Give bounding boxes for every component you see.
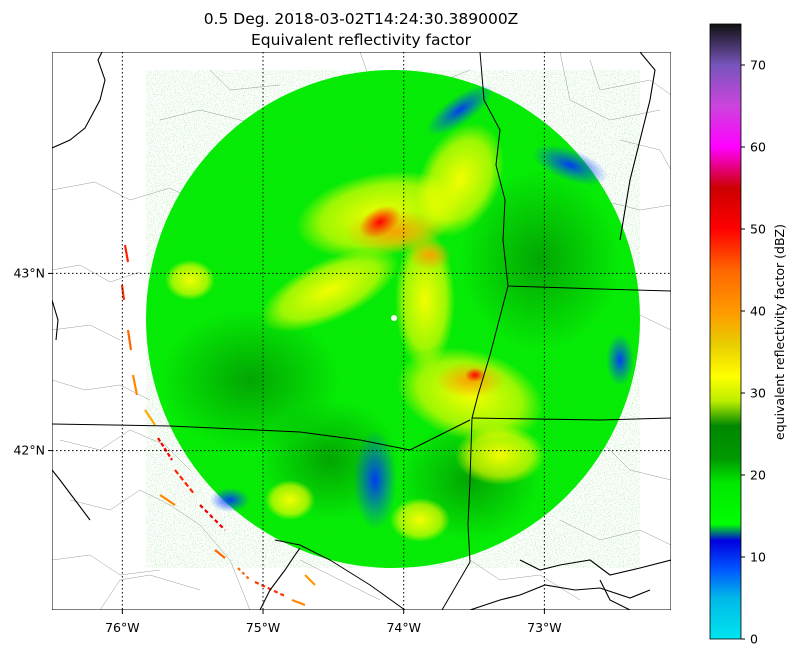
y-axis-ticks: 42°N 43°N [13, 265, 52, 458]
colorbar-tick-label: 70 [750, 58, 766, 73]
colorbar-tick-label: 40 [750, 304, 766, 319]
colorbar-gradient [709, 23, 742, 640]
y-tick-label: 43°N [13, 265, 45, 280]
colorbar-label: equivalent reflectivity factor (dBZ) [772, 224, 787, 440]
colorbar-tick-label: 30 [750, 386, 766, 401]
colorbar: 0 10 20 30 40 50 60 70 equivalent reflectivity … [709, 23, 787, 647]
state-borders [52, 52, 671, 610]
chart-title: 0.5 Deg. 2018-03-02T14:24:30.389000Z [204, 10, 519, 28]
graticule [52, 52, 671, 610]
clutter-streaks [120, 244, 316, 607]
y-tick-label: 42°N [13, 443, 45, 458]
map-axes [52, 52, 671, 610]
coastlines [52, 52, 671, 610]
colorbar-tick-label: 20 [750, 468, 766, 483]
x-axis-ticks: 76°W 75°W 74°W 73°W [105, 610, 562, 635]
x-tick-label: 73°W [527, 620, 562, 635]
x-tick-label: 76°W [105, 620, 140, 635]
colorbar-tick-label: 50 [750, 222, 766, 237]
radar-sweep [146, 70, 640, 568]
colorbar-ticks: 0 10 20 30 40 50 60 70 [741, 58, 766, 647]
colorbar-tick-label: 10 [750, 550, 766, 565]
x-tick-label: 75°W [246, 620, 281, 635]
colorbar-tick-label: 0 [750, 632, 758, 647]
chart-subtitle: Equivalent reflectivity factor [251, 31, 472, 49]
colorbar-tick-label: 60 [750, 140, 766, 155]
x-tick-label: 74°W [386, 620, 421, 635]
